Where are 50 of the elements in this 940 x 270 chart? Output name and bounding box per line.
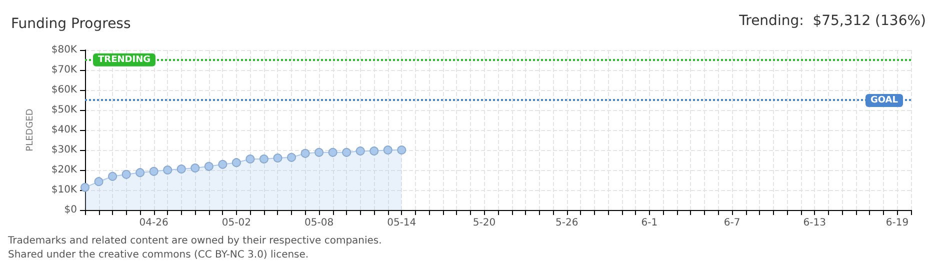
point <box>204 162 214 171</box>
y-axis-title: PLEDGED <box>26 108 36 152</box>
ref-line-label: TRENDING <box>98 54 150 65</box>
point <box>383 146 392 154</box>
x-tick-label: 6-19 <box>886 218 909 228</box>
y-tick-label: $50K <box>51 104 78 116</box>
x-tick-label: 05-02 <box>222 218 251 228</box>
point <box>80 182 90 192</box>
point <box>190 164 200 172</box>
point <box>342 148 352 157</box>
x-tick-label: 05-08 <box>304 218 334 228</box>
x-tick-label: 6-7 <box>724 218 740 228</box>
point <box>108 172 118 181</box>
point <box>356 146 365 156</box>
point <box>122 170 131 179</box>
point <box>232 158 241 168</box>
y-tick-label: $40K <box>51 124 78 136</box>
y-tick-label: $60K <box>51 84 78 96</box>
ref-line-label: GOAL <box>870 96 898 106</box>
y-tick-label: $80K <box>51 44 78 56</box>
point <box>259 154 268 164</box>
y-tick-label: $30K <box>51 144 78 156</box>
y-tick-label: $20K <box>51 164 78 176</box>
y-tick-label: $70K <box>51 64 78 76</box>
point <box>163 166 172 174</box>
point <box>370 146 379 156</box>
point <box>94 177 104 186</box>
point <box>176 164 186 174</box>
chart-title: Funding Progress <box>11 16 131 32</box>
x-tick-label: 5-26 <box>555 218 578 228</box>
point <box>314 148 324 157</box>
point <box>218 160 228 169</box>
point <box>136 168 145 178</box>
y-tick-label: $0 <box>64 204 77 216</box>
point <box>246 154 255 164</box>
point <box>287 152 296 162</box>
text: Shared under the creative commons (CC BY-NC 3.0) license. <box>8 250 309 260</box>
point <box>328 148 338 157</box>
x-tick-label: 6-13 <box>803 218 826 228</box>
x-tick-label: 5-20 <box>472 218 496 228</box>
x-tick-label: 6-1 <box>641 218 658 228</box>
point <box>300 148 310 158</box>
point <box>397 146 406 154</box>
text: Trademarks and related content are owned by their respective companies. <box>7 236 382 246</box>
x-tick-label: 05-14 <box>387 218 416 228</box>
x-tick-label: 04-26 <box>139 218 168 228</box>
text: Trending: $75,312 (136%) <box>738 13 926 29</box>
point <box>149 166 158 176</box>
point <box>273 154 282 162</box>
y-tick-label: $10K <box>51 184 78 196</box>
